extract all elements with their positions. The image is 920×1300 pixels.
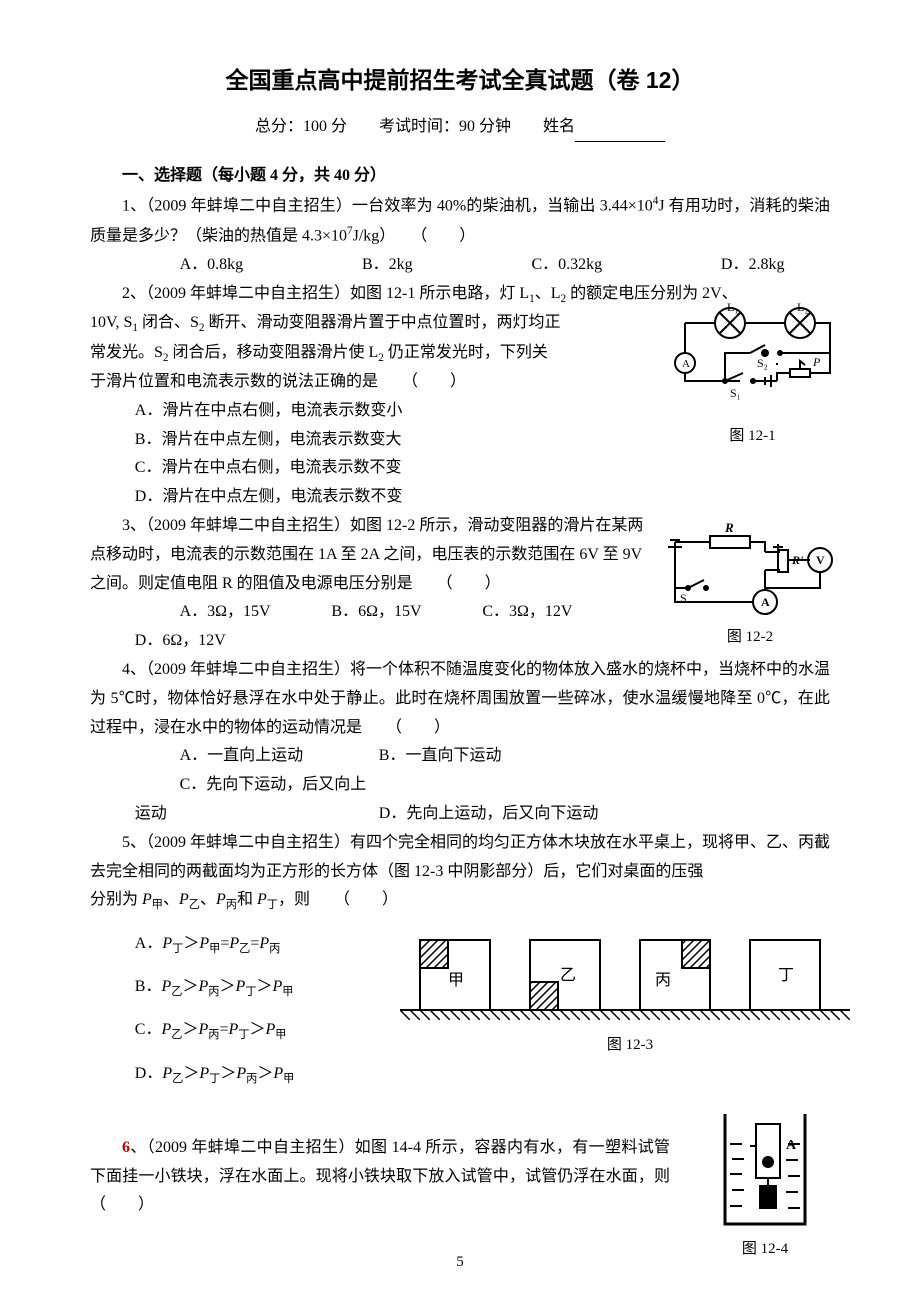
q2-opt-d: D．滑片在中点左侧，电流表示数不变 <box>90 483 645 512</box>
fig3-v-label: V <box>816 553 825 567</box>
fig-12-3-caption: 图 12-3 <box>400 1032 860 1059</box>
q2-options: A．滑片在中点右侧，电流表示数变小 B．滑片在中点左侧，电流表示数变大 C．滑片… <box>90 397 645 512</box>
fig3-s-label: S <box>680 591 687 605</box>
q2-line3: 常发光。S2 闭合后，移动变阻器滑片使 L2 仍正常发光时，下列关 <box>90 339 645 368</box>
blk-ding: 丁 <box>778 967 794 984</box>
page-number: 5 <box>456 1249 464 1276</box>
q4-options: A．一直向上运动 B．一直向下运动 C．先向下运动，后又向上运动 D．先向上运动… <box>90 742 830 828</box>
q4-opt-a: A．一直向上运动 <box>135 742 375 771</box>
q1-text-a: 1、（2009 年蚌埠二中自主招生）一台效率为 40%的柴油机，当输出 3.44… <box>122 197 653 214</box>
question-5-line2: 分别为 P甲、P乙、P丙和 P丁，则 （ ） <box>90 886 830 915</box>
question-6: 6、（2009 年蚌埠二中自主招生）如图 14-4 所示，容器内有水，有一塑料试… <box>90 1134 670 1220</box>
q2-opt-b: B．滑片在中点左侧，电流表示数变大 <box>90 426 645 455</box>
fig6-a-label: A <box>786 1138 797 1153</box>
section-1-header: 一、选择题（每小题 4 分，共 40 分） <box>90 162 830 191</box>
q4-opt-d: D．先向上运动，后又向下运动 <box>379 805 599 822</box>
fig-l2-label: L₂ <box>797 303 809 314</box>
figure-12-1: L₁ L₂ A S₂ S₁ P 图 12-1 <box>665 303 840 450</box>
q1-opt-d: D．2.8kg <box>676 251 784 280</box>
q4-opt-c: C．先向下运动，后又向上运动 <box>135 771 375 829</box>
fig-s1-label: S₁ <box>730 386 741 400</box>
q3-opt-a: A．3Ω，15V <box>135 598 271 627</box>
q5-post: ，则 （ ） <box>278 891 398 908</box>
q6-num: 6 <box>122 1139 130 1156</box>
q3-opt-b: B．6Ω，15V <box>287 598 422 627</box>
q5-opt-b: B．P乙＞P丙＞P丁＞P甲 <box>90 973 390 1002</box>
fig3-r-label: R <box>724 520 734 535</box>
q2-l2a: 10V, S <box>90 314 132 331</box>
q5-pre: 分别为 <box>90 891 142 908</box>
q6-text: 、（2009 年蚌埠二中自主招生）如图 14-4 所示，容器内有水，有一塑料试管… <box>90 1139 702 1214</box>
q5-body: A．P丁＞P甲=P乙=P丙 B．P乙＞P丙＞P丁＞P甲 C．P乙＞P丙=P丁＞P… <box>90 930 830 1130</box>
container-12-4-icon: A <box>710 1104 820 1234</box>
page-title: 全国重点高中提前招生考试全真试题（卷 12） <box>90 60 830 101</box>
total-score: 总分：100 分 <box>255 118 347 135</box>
q3-opt-d: D．6Ω，12V <box>90 627 226 656</box>
question-1: 1、（2009 年蚌埠二中自主招生）一台效率为 40%的柴油机，当输出 3.44… <box>90 191 830 251</box>
figure-12-3: 甲 乙 丙 丁 图 12-3 <box>400 930 860 1059</box>
circuit-12-1-icon: L₁ L₂ A S₂ S₁ P <box>665 303 840 421</box>
q2-l1c: 的额定电压分别为 2V、 <box>566 285 738 302</box>
fig-l1-label: L₁ <box>727 303 739 314</box>
q1-text-c: J/kg） （ ） <box>353 227 476 244</box>
fig3-rp-label: R' <box>791 553 804 567</box>
exam-time: 考试时间：90 分钟 <box>379 118 511 135</box>
q2-line2: 10V, S1 闭合、S2 断开、滑动变阻器滑片置于中点位置时，两灯均正 <box>90 309 645 338</box>
fig-s2-label: S₂ <box>757 356 768 370</box>
page-subtitle: 总分：100 分 考试时间：90 分钟 姓名 <box>90 113 830 142</box>
fig-12-4-caption: 图 12-4 <box>710 1236 820 1263</box>
blk-yi: 乙 <box>560 967 576 984</box>
question-5: 5、（2009 年蚌埠二中自主招生）有四个完全相同的均匀正方体木块放在水平桌上，… <box>90 829 830 887</box>
q2-opt-a: A．滑片在中点右侧，电流表示数变小 <box>90 397 645 426</box>
fig-p-label: P <box>812 355 821 369</box>
question-3-wrap: 3、（2009 年蚌埠二中自主招生）如图 12-2 所示，滑动变阻器的滑片在某两… <box>90 512 830 656</box>
fig3-a-label: A <box>761 595 770 609</box>
figure-12-2: R R' V A S 图 12-2 <box>660 512 840 651</box>
question-3: 3、（2009 年蚌埠二中自主招生）如图 12-2 所示，滑动变阻器的滑片在某两… <box>90 512 645 598</box>
q2-l3a: 常发光。S <box>90 344 163 361</box>
figure-12-4: A 图 12-4 <box>710 1104 820 1263</box>
q2-body: 10V, S1 闭合、S2 断开、滑动变阻器滑片置于中点位置时，两灯均正 常发光… <box>90 309 830 512</box>
q1-options: A．0.8kg B．2kg C．0.32kg D．2.8kg <box>90 251 830 280</box>
fig-12-2-caption: 图 12-2 <box>660 624 840 651</box>
q2-opt-c: C．滑片在中点右侧，电流表示数不变 <box>90 454 645 483</box>
blk-jia: 甲 <box>448 972 464 989</box>
q4-opt-b: B．一直向下运动 <box>379 747 502 764</box>
name-blank[interactable] <box>575 141 665 142</box>
q2-l1b: 、L <box>535 285 561 302</box>
question-6-wrap: 6、（2009 年蚌埠二中自主招生）如图 14-4 所示，容器内有水，有一塑料试… <box>90 1134 830 1220</box>
q2-l1a: 2、（2009 年蚌埠二中自主招生）如图 12-1 所示电路，灯 L <box>122 285 529 302</box>
question-2-wrap: 2、（2009 年蚌埠二中自主招生）如图 12-1 所示电路，灯 L1、L2 的… <box>90 280 830 512</box>
q2-l3b: 闭合后，移动变阻器滑片使 L <box>169 344 379 361</box>
q2-l3c: 仍正常发光时，下列关 <box>384 344 548 361</box>
q3-opt-c: C．3Ω，12V <box>438 598 573 627</box>
question-4: 4、（2009 年蚌埠二中自主招生）将一个体积不随温度变化的物体放入盛水的烧杯中… <box>90 656 830 742</box>
circuit-12-2-icon: R R' V A S <box>660 512 840 622</box>
q1-opt-a: A．0.8kg <box>135 251 243 280</box>
fig-12-1-caption: 图 12-1 <box>665 423 840 450</box>
q5-opt-c: C．P乙＞P丙=P丁＞P甲 <box>90 1016 390 1045</box>
q2-l2b: 闭合、S <box>138 314 199 331</box>
q1-opt-c: C．0.32kg <box>487 251 602 280</box>
q2-l2c: 断开、滑动变阻器滑片置于中点位置时，两灯均正 <box>204 314 560 331</box>
q5-opt-a: A．P丁＞P甲=P乙=P丙 <box>90 930 390 959</box>
name-label: 姓名 <box>543 118 575 135</box>
blk-bing: 丙 <box>655 972 671 989</box>
q2-line4: 于滑片位置和电流表示数的说法正确的是 （ ） <box>90 368 645 397</box>
blocks-12-3-icon: 甲 乙 丙 丁 <box>400 930 860 1030</box>
fig-a-label: A <box>682 358 690 370</box>
q1-opt-b: B．2kg <box>317 251 412 280</box>
q3-options: A．3Ω，15V B．6Ω，15V C．3Ω，12V D．6Ω，12V <box>90 598 645 656</box>
q5-opt-d: D．P乙＞P丁＞P丙＞P甲 <box>90 1060 390 1089</box>
